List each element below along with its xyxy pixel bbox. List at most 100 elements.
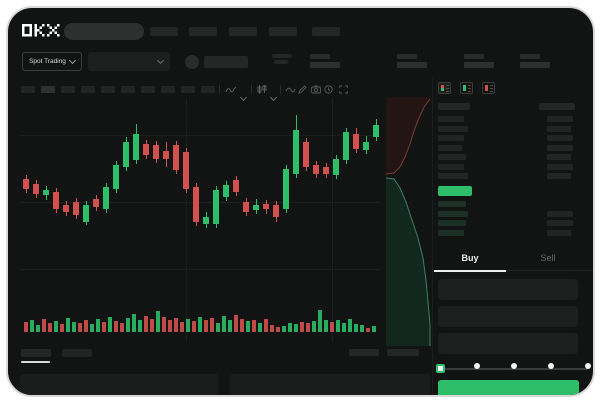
volume-bar [66, 318, 70, 332]
ask-row[interactable] [432, 167, 593, 179]
candle-body [183, 152, 189, 189]
volume-bar [366, 328, 370, 332]
candle-style-icon[interactable] [257, 85, 267, 94]
volume-bar [204, 320, 208, 332]
ask-row[interactable] [432, 139, 593, 151]
history-clock-icon[interactable] [324, 85, 333, 94]
bid-row[interactable] [432, 224, 593, 236]
timeframe-button[interactable] [61, 86, 75, 93]
nav-item[interactable] [150, 27, 178, 36]
candle-body [323, 167, 329, 174]
tab-buy[interactable]: Buy [434, 248, 506, 272]
timeframe-button[interactable] [21, 86, 35, 93]
stat-value-placeholder [397, 62, 427, 68]
candle-body [213, 190, 219, 224]
nav-item[interactable] [229, 27, 257, 36]
ask-row[interactable] [432, 158, 593, 170]
amount-slider-handle[interactable] [435, 364, 445, 373]
volume-bar [222, 316, 226, 332]
tab-sell[interactable]: Sell [512, 248, 584, 270]
volume-bar [114, 321, 118, 332]
timeframe-button[interactable] [181, 86, 195, 93]
okx-logo[interactable] [22, 24, 60, 37]
candle-body [143, 144, 149, 155]
volume-bar [102, 322, 106, 332]
pair-selector-dropdown[interactable] [88, 52, 170, 71]
bottom-filter-tab[interactable] [387, 349, 419, 356]
bid-price-placeholder [438, 201, 466, 207]
candle-body [83, 205, 89, 222]
pencil-icon[interactable] [298, 85, 307, 94]
volume-bar [210, 318, 214, 332]
row-line [468, 85, 471, 86]
market-type-dropdown[interactable]: Spot Trading [22, 52, 82, 71]
slider-stop-dot[interactable] [511, 363, 517, 369]
volume-bar [180, 322, 184, 332]
volume-bar [216, 323, 220, 332]
timeframe-button[interactable] [201, 86, 215, 93]
amount-slider-track[interactable] [440, 368, 588, 370]
candle-body [293, 130, 299, 174]
volume-bar [138, 320, 142, 332]
order-total-field[interactable] [438, 333, 578, 354]
indicator-wave-icon[interactable] [225, 85, 237, 94]
bid-row[interactable] [432, 195, 593, 207]
timeframe-button[interactable] [141, 86, 155, 93]
timeframe-button[interactable] [41, 86, 55, 93]
candle-body [283, 169, 289, 209]
bid-amount-placeholder [547, 220, 573, 226]
bid-row[interactable] [432, 214, 593, 226]
buy-submit-button[interactable] [438, 380, 579, 395]
color-column [441, 85, 444, 88]
stat-value-placeholder [310, 62, 340, 68]
ask-row[interactable] [432, 148, 593, 160]
book-asks-icon[interactable] [482, 82, 495, 94]
bottom-tab[interactable] [62, 349, 92, 357]
book-bids-icon[interactable] [460, 82, 473, 94]
volume-bar [348, 319, 352, 332]
bottom-tab-active[interactable] [21, 349, 51, 357]
change-placeholder [272, 54, 292, 58]
bottom-panel-placeholder [20, 374, 218, 395]
bottom-filter-tab[interactable] [349, 349, 379, 356]
expand-icon[interactable] [339, 85, 348, 94]
timeframe-button[interactable] [121, 86, 135, 93]
volume-bar [354, 324, 358, 332]
volume-bar [168, 320, 172, 332]
color-column [463, 85, 466, 91]
nav-item[interactable] [189, 27, 217, 36]
order-price-field[interactable] [438, 279, 578, 300]
candle-body [343, 132, 349, 160]
candle-body [93, 199, 99, 207]
ask-row[interactable] [432, 110, 593, 122]
volume-bar [342, 323, 346, 332]
search-input[interactable] [64, 23, 144, 40]
candle-body [113, 165, 119, 189]
ask-row[interactable] [432, 129, 593, 141]
ask-price-placeholder [438, 163, 464, 170]
pair-coin-icon [185, 55, 199, 69]
app-window: Spot Trading [6, 6, 595, 397]
line-tool-icon[interactable] [285, 86, 296, 94]
ask-price-placeholder [438, 135, 464, 141]
nav-item[interactable] [312, 27, 340, 36]
ask-amount-placeholder [547, 173, 571, 179]
book-all-icon[interactable] [438, 82, 451, 94]
timeframe-button[interactable] [81, 86, 95, 93]
timeframe-button[interactable] [101, 86, 115, 93]
candle-body [313, 165, 319, 174]
orderbook-last-price-bar[interactable] [438, 186, 472, 196]
slider-stop-dot[interactable] [548, 363, 554, 369]
nav-item[interactable] [269, 27, 297, 36]
volume-bar [120, 323, 124, 332]
timeframe-button[interactable] [161, 86, 175, 93]
volume-bar [330, 322, 334, 332]
ask-row[interactable] [432, 120, 593, 132]
camera-icon[interactable] [311, 85, 321, 94]
volume-bar [312, 321, 316, 332]
bid-row[interactable] [432, 205, 593, 217]
toolbar-divider [280, 85, 281, 94]
slider-stop-dot[interactable] [474, 363, 480, 369]
order-amount-field[interactable] [438, 306, 578, 327]
slider-stop-dot[interactable] [585, 363, 591, 369]
